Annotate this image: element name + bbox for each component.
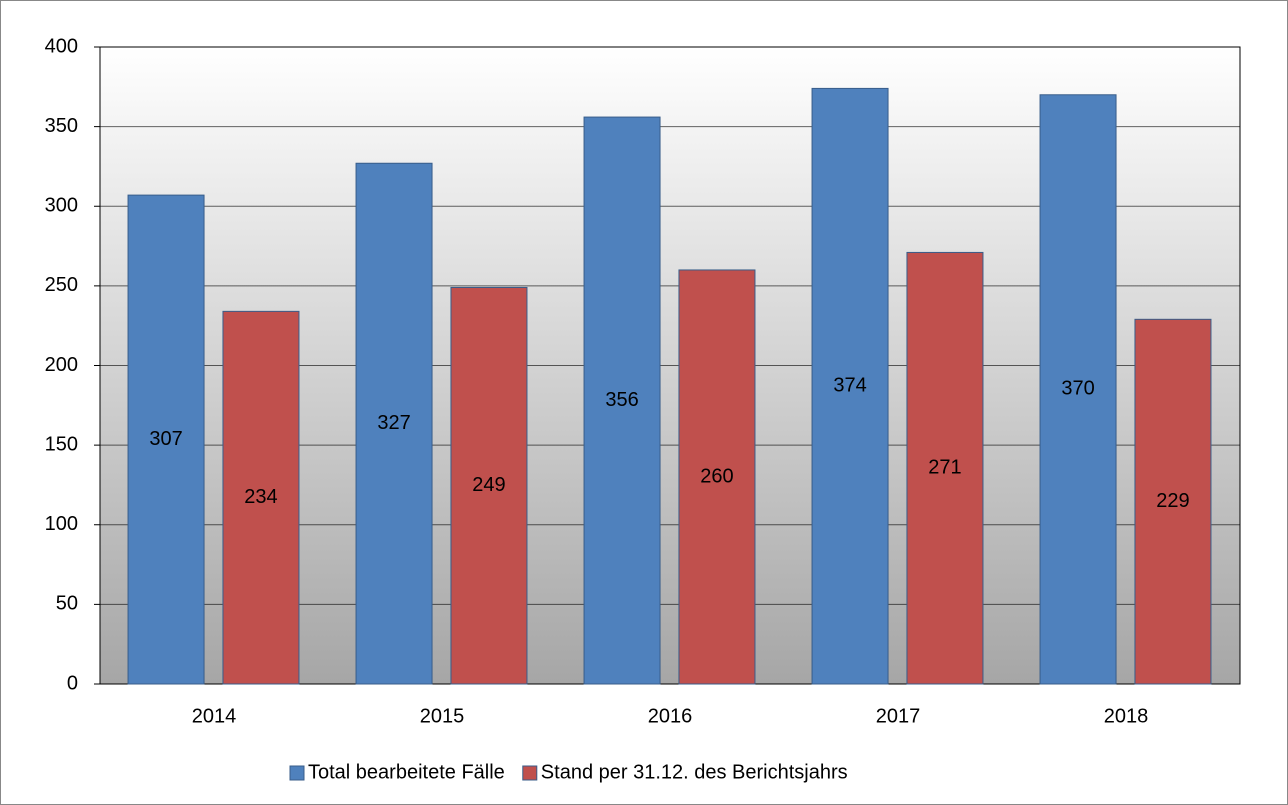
data-label: 229 — [1156, 490, 1189, 512]
x-tick-label: 2018 — [1104, 705, 1149, 727]
legend-label: Stand per 31.12. des Berichtsjahrs — [541, 761, 848, 783]
bar — [811, 87, 889, 685]
x-tick-label: 2015 — [420, 705, 465, 727]
bar — [583, 116, 661, 685]
data-label: 271 — [928, 456, 961, 478]
bar — [127, 194, 205, 685]
data-label: 249 — [472, 474, 505, 496]
y-tick-label: 400 — [45, 35, 78, 57]
y-tick-label: 100 — [45, 513, 78, 535]
y-tick-label: 200 — [45, 354, 78, 376]
x-tick-label: 2016 — [648, 705, 693, 727]
y-tick-label: 50 — [56, 593, 78, 615]
data-label: 356 — [605, 389, 638, 411]
data-label: 234 — [244, 486, 277, 508]
x-tick-label: 2017 — [876, 705, 921, 727]
y-tick-label: 0 — [67, 672, 78, 694]
x-tick-label: 2014 — [192, 705, 237, 727]
bar — [1134, 318, 1212, 685]
legend-label: Total bearbeitete Fälle — [308, 761, 505, 783]
legend-swatch — [522, 765, 538, 781]
bar — [450, 286, 528, 685]
bar — [355, 162, 433, 685]
y-tick-label: 250 — [45, 274, 78, 296]
bar — [222, 310, 300, 685]
y-tick-label: 350 — [45, 115, 78, 137]
data-label: 307 — [149, 428, 182, 450]
y-tick-label: 300 — [45, 195, 78, 217]
bar — [678, 269, 756, 685]
data-label: 374 — [833, 374, 866, 396]
y-tick-label: 150 — [45, 433, 78, 455]
bar — [1039, 94, 1117, 685]
data-label: 327 — [377, 412, 410, 434]
data-label: 370 — [1061, 378, 1094, 400]
bar — [906, 251, 984, 685]
legend-swatch — [289, 765, 305, 781]
data-label: 260 — [700, 465, 733, 487]
